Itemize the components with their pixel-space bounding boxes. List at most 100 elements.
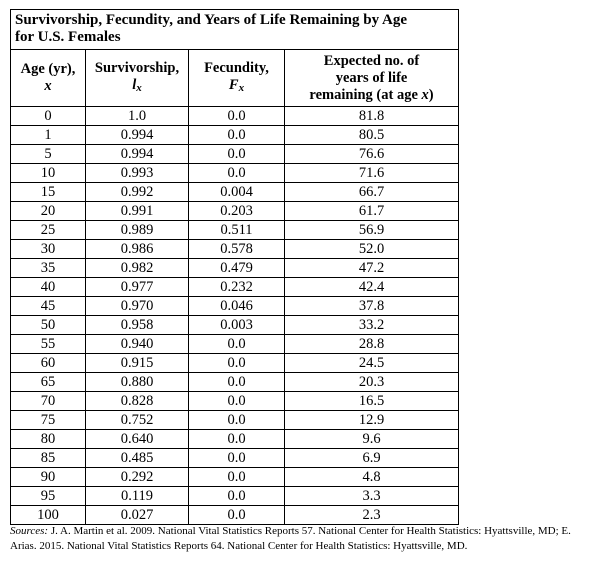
title-line-1: Survivorship, Fecundity, and Years of Li… (15, 12, 407, 28)
cell-expected-years: 80.5 (283, 125, 460, 145)
header-age-label: Age (yr), (20, 61, 76, 77)
data-table: Survivorship, Fecundity, and Years of Li… (9, 9, 460, 525)
cell-survivorship: 0.027 (85, 505, 189, 525)
table-row: 95 0.119 0.0 3.3 (10, 486, 460, 506)
cell-survivorship: 0.485 (85, 448, 189, 468)
cell-survivorship: 0.880 (85, 372, 189, 392)
cell-expected-years: 28.8 (283, 334, 460, 354)
table-row: 35 0.982 0.479 47.2 (10, 258, 460, 278)
header-expected-line-2: years of life (335, 69, 408, 86)
header-fecundity-label: Fecundity, (204, 59, 269, 76)
cell-age: 15 (10, 182, 86, 202)
cell-expected-years: 16.5 (283, 391, 460, 411)
cell-expected-years: 6.9 (283, 448, 460, 468)
cell-survivorship: 0.119 (85, 486, 189, 506)
cell-expected-years: 9.6 (283, 429, 460, 449)
cell-age: 55 (10, 334, 86, 354)
cell-age: 85 (10, 448, 86, 468)
cell-age: 95 (10, 486, 86, 506)
cell-survivorship: 0.640 (85, 429, 189, 449)
sources-text: J. A. Martin et al. 2009. National Vital… (10, 525, 571, 552)
header-expected-line-3: remaining (at age x) (309, 87, 433, 103)
header-fecundity-subscript: x (238, 81, 245, 94)
table-row: 65 0.880 0.0 20.3 (10, 372, 460, 392)
table-row: 1 0.994 0.0 80.5 (10, 125, 460, 145)
cell-survivorship: 0.994 (85, 144, 189, 164)
cell-fecundity: 0.0 (188, 372, 285, 392)
cell-fecundity: 0.0 (188, 486, 285, 506)
cell-expected-years: 61.7 (283, 201, 460, 221)
cell-survivorship: 0.915 (85, 353, 189, 373)
header-expected-post: ) (428, 86, 434, 103)
header-survivorship-label: Survivorship, (94, 59, 180, 76)
cell-age: 90 (10, 467, 86, 487)
table-row: 50 0.958 0.003 33.2 (10, 315, 460, 335)
header-expected-pre: remaining (at age (309, 86, 422, 103)
cell-fecundity: 0.511 (188, 220, 285, 240)
table-row: 85 0.485 0.0 6.9 (10, 448, 460, 468)
cell-expected-years: 56.9 (283, 220, 460, 240)
cell-age: 100 (10, 505, 86, 525)
cell-expected-years: 37.8 (283, 296, 460, 316)
cell-fecundity: 0.0 (188, 429, 285, 449)
table-row: 100 0.027 0.0 2.3 (10, 505, 460, 525)
cell-fecundity: 0.0 (188, 163, 285, 183)
table-row: 30 0.986 0.578 52.0 (10, 239, 460, 259)
cell-expected-years: 52.0 (283, 239, 460, 259)
header-expected-line-1: Expected no. of (323, 52, 420, 69)
table-row: 90 0.292 0.0 4.8 (10, 467, 460, 487)
table-row: 0 1.0 0.0 81.8 (10, 106, 460, 126)
cell-expected-years: 33.2 (283, 315, 460, 335)
cell-age: 30 (10, 239, 86, 259)
table-body: 0 1.0 0.0 81.8 1 0.994 0.0 80.5 5 0.994 0.0 76.6 10 0… (10, 106, 460, 525)
table-row: 45 0.970 0.046 37.8 (10, 296, 460, 316)
cell-fecundity: 0.0 (188, 467, 285, 487)
table-row: 10 0.993 0.0 71.6 (10, 163, 460, 183)
cell-survivorship: 0.989 (85, 220, 189, 240)
cell-fecundity: 0.0 (188, 505, 285, 525)
cell-fecundity: 0.0 (188, 448, 285, 468)
cell-survivorship: 0.958 (85, 315, 189, 335)
table-row: 55 0.940 0.0 28.8 (10, 334, 460, 354)
cell-survivorship: 0.994 (85, 125, 189, 145)
table-row: 5 0.994 0.0 76.6 (10, 144, 460, 164)
cell-survivorship: 0.828 (85, 391, 189, 411)
cell-age: 1 (10, 125, 86, 145)
cell-expected-years: 42.4 (283, 277, 460, 297)
cell-expected-years: 81.8 (283, 106, 460, 126)
table-row: 40 0.977 0.232 42.4 (10, 277, 460, 297)
life-table: Survivorship, Fecundity, and Years of Li… (9, 9, 460, 525)
table-row: 75 0.752 0.0 12.9 (10, 410, 460, 430)
header-survivorship-symbol: l (132, 76, 137, 93)
cell-expected-years: 66.7 (283, 182, 460, 202)
cell-age: 20 (10, 201, 86, 221)
cell-survivorship: 0.940 (85, 334, 189, 354)
cell-fecundity: 0.004 (188, 182, 285, 202)
cell-expected-years: 76.6 (283, 144, 460, 164)
cell-expected-years: 2.3 (283, 505, 460, 525)
cell-fecundity: 0.578 (188, 239, 285, 259)
cell-fecundity: 0.232 (188, 277, 285, 297)
header-expected-var: x (421, 86, 429, 103)
header-fecundity-symbol: F (228, 76, 239, 93)
cell-survivorship: 1.0 (85, 106, 189, 126)
cell-fecundity: 0.0 (188, 391, 285, 411)
cell-survivorship: 0.991 (85, 201, 189, 221)
cell-age: 10 (10, 163, 86, 183)
header-fecundity: Fecundity, Fx (188, 49, 285, 107)
cell-expected-years: 71.6 (283, 163, 460, 183)
cell-expected-years: 12.9 (283, 410, 460, 430)
header-age: Age (yr), x (10, 49, 86, 107)
cell-expected-years: 20.3 (283, 372, 460, 392)
cell-age: 70 (10, 391, 86, 411)
table-row: 80 0.640 0.0 9.6 (10, 429, 460, 449)
table-row: 70 0.828 0.0 16.5 (10, 391, 460, 411)
table-row: 25 0.989 0.511 56.9 (10, 220, 460, 240)
cell-age: 80 (10, 429, 86, 449)
cell-survivorship: 0.977 (85, 277, 189, 297)
table-row: 20 0.991 0.203 61.7 (10, 201, 460, 221)
cell-fecundity: 0.203 (188, 201, 285, 221)
cell-fecundity: 0.0 (188, 144, 285, 164)
cell-fecundity: 0.0 (188, 334, 285, 354)
cell-survivorship: 0.986 (85, 239, 189, 259)
